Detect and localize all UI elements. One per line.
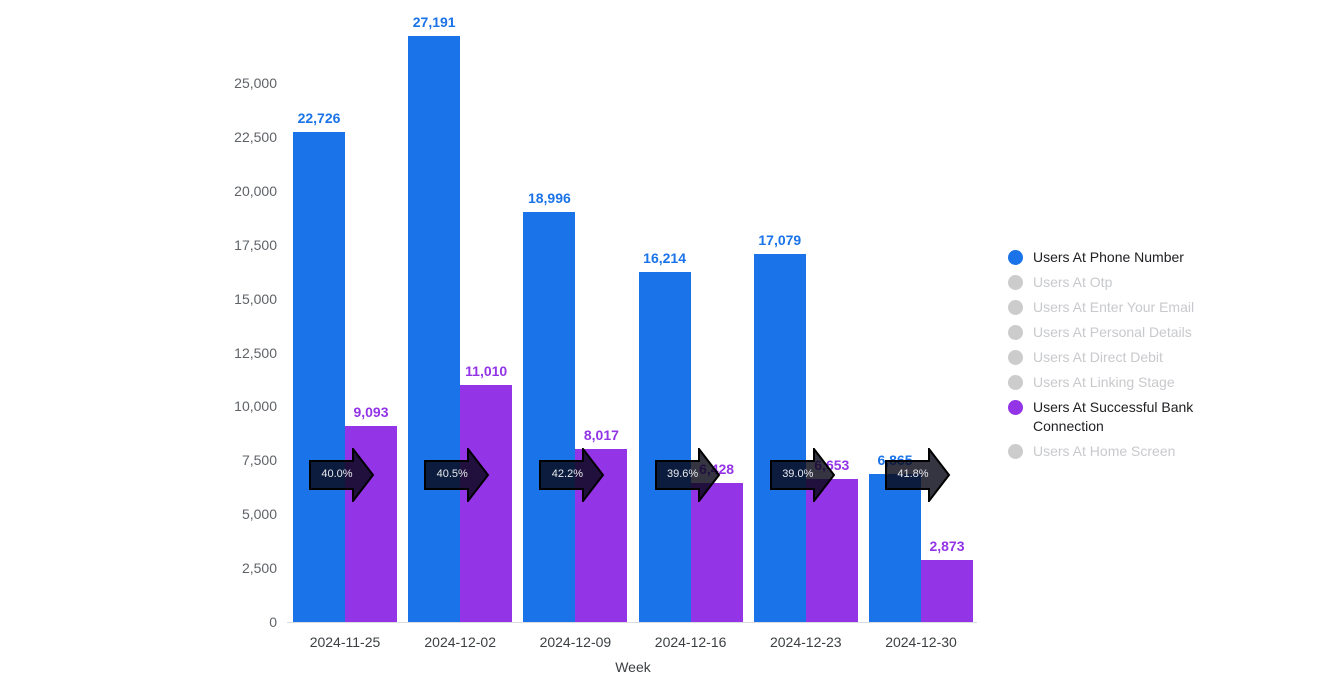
data-label: 16,214 [643, 250, 686, 267]
bar-phone-number[interactable] [293, 132, 345, 622]
data-label: 2,873 [929, 538, 965, 555]
legend-dot-icon [1008, 444, 1023, 459]
bar-phone-number[interactable] [869, 473, 921, 622]
legend-dot-icon [1008, 325, 1023, 340]
arrow-right-icon [654, 448, 720, 502]
x-tick-label: 2024-12-16 [654, 634, 727, 650]
x-tick-label: 2024-11-25 [309, 634, 381, 650]
legend-item[interactable]: Users At Otp [1006, 273, 1246, 292]
y-tick-label: 15,000 [234, 290, 277, 307]
conversion-rate: 40.0% [321, 468, 353, 480]
legend-item[interactable]: Users At Linking Stage [1006, 373, 1246, 392]
conversion-rate: 39.6% [666, 468, 699, 480]
bar-phone-number[interactable] [638, 272, 691, 622]
legend-label: Users At Enter Your Email [1033, 299, 1195, 315]
data-label: 27,191 [412, 13, 456, 30]
legend-dot-icon [1008, 250, 1023, 265]
bar-successful-bank-connection[interactable] [460, 384, 513, 622]
conversion-arrow: 39.6% [654, 448, 721, 502]
legend-label: Users At Home Screen [1033, 443, 1176, 459]
y-tick-label: 2,500 [241, 560, 277, 577]
x-axis-title: Week [615, 659, 651, 675]
arrow-right-icon [424, 448, 490, 502]
y-tick-label: 7,500 [241, 452, 277, 469]
bar-phone-number[interactable] [408, 35, 461, 622]
legend-dot-icon [1008, 275, 1023, 290]
conversion-arrow: 42.2% [539, 448, 605, 502]
conversion-arrow: 39.0% [769, 448, 836, 502]
data-label: 11,010 [465, 362, 508, 379]
y-tick-label: 20,000 [234, 182, 277, 199]
y-tick-label: 0 [269, 614, 277, 630]
legend-label: Users At Phone Number [1033, 249, 1184, 265]
conversion-rate: 40.5% [436, 468, 468, 480]
x-tick-label: 2024-12-02 [424, 634, 496, 650]
legend-dot-icon [1008, 375, 1023, 390]
data-label: 9,093 [353, 403, 389, 420]
bar-successful-bank-connection[interactable] [921, 560, 973, 622]
x-tick-label: 2024-12-09 [539, 634, 612, 650]
arrow-right-icon [885, 448, 951, 502]
y-tick-label: 25,000 [234, 75, 277, 91]
data-label: 18,996 [527, 190, 571, 207]
legend-item[interactable]: Users At Phone Number [1006, 248, 1246, 267]
legend-label: Users At Direct Debit [1033, 349, 1163, 365]
bar-successful-bank-connection[interactable] [690, 483, 743, 622]
bar-successful-bank-connection[interactable] [805, 478, 858, 622]
arrow-right-icon [309, 448, 375, 502]
data-label: 17,079 [758, 231, 802, 248]
legend-dot-icon [1008, 350, 1023, 365]
y-tick-label: 17,500 [234, 236, 277, 253]
legend-dot-icon [1008, 400, 1023, 415]
legend-item[interactable]: Users At Successful Bank Connection [1006, 398, 1246, 436]
arrow-right-icon [769, 448, 836, 502]
x-axis-line [287, 622, 977, 623]
bar-phone-number[interactable] [523, 212, 576, 622]
conversion-arrow: 40.0% [309, 448, 375, 502]
data-label: 8,017 [583, 427, 619, 444]
legend-item[interactable]: Users At Enter Your Email [1006, 298, 1246, 317]
legend: Users At Phone Number Users At Otp Users A… [1006, 248, 1246, 467]
x-tick-label: 2024-12-30 [885, 634, 957, 650]
legend-label: Users At Linking Stage [1033, 374, 1175, 390]
x-tick-label: 2024-12-23 [769, 634, 842, 650]
legend-item[interactable]: Users At Personal Details [1006, 323, 1246, 342]
data-label: 22,726 [297, 110, 341, 127]
conversion-rate: 39.0% [782, 468, 814, 480]
y-tick-label: 10,000 [234, 398, 277, 415]
legend-label: Users At Successful Bank Connection [1033, 399, 1194, 434]
conversion-arrow: 40.5% [424, 448, 490, 502]
arrow-right-icon [539, 448, 605, 502]
y-tick-label: 5,000 [241, 506, 277, 523]
legend-item[interactable]: Users At Home Screen [1006, 442, 1246, 461]
conversion-rate: 42.2% [551, 468, 583, 480]
conversion-arrow: 41.8% [885, 448, 951, 502]
bar-phone-number[interactable] [753, 253, 806, 622]
conversion-rate: 41.8% [897, 468, 929, 480]
y-tick-label: 12,500 [234, 344, 277, 361]
legend-dot-icon [1008, 300, 1023, 315]
y-tick-label: 22,500 [234, 128, 277, 145]
legend-label: Users At Personal Details [1033, 324, 1192, 340]
legend-item[interactable]: Users At Direct Debit [1006, 348, 1246, 367]
legend-label: Users At Otp [1033, 274, 1113, 290]
